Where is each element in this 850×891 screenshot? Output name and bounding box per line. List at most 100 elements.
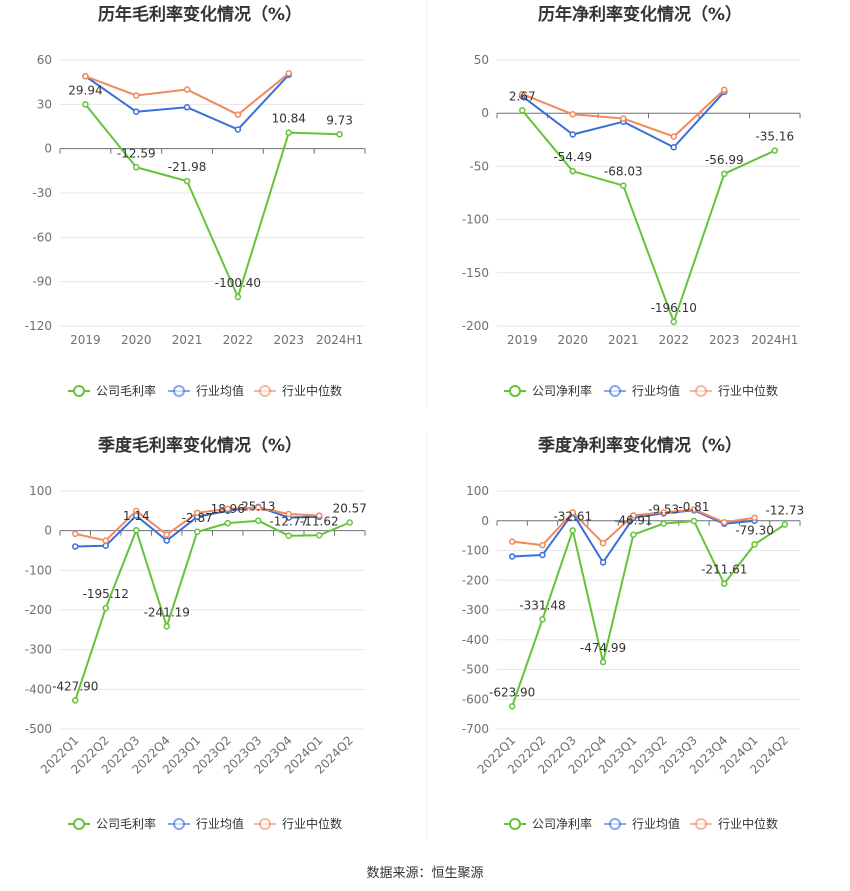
data-label: -12.59 [117,146,156,160]
data-label: -32.61 [553,509,592,523]
legend-marker-icon [609,818,621,830]
data-label: 18.96 [211,502,245,516]
series-line-company [521,109,776,323]
data-point-company [599,658,607,666]
y-tick-label: -100 [462,544,489,558]
legend-marker-icon [73,385,85,397]
data-label: 1.14 [123,509,150,523]
chart-title: 历年毛利率变化情况（%） [98,4,302,25]
legend-item-company: 公司毛利率 [68,816,156,831]
data-label: -100.40 [215,276,261,290]
data-point-industry_median [721,518,728,526]
data-label: -241.19 [144,605,190,619]
legend: 公司毛利率 行业均值 行业中位数 [68,383,342,398]
legend-item-industry_avg: 行业均值 [604,383,680,398]
legend-label: 行业均值 [632,383,680,398]
y-tick-label: -50 [469,159,489,173]
chart-panel-4: 季度净利率变化情况（%） 100 0 -100 -200 -300 -400 -500 -600… [462,435,804,831]
data-label: -11.62 [300,514,339,528]
legend-marker-icon [173,385,185,397]
x-tick-label: 2022 [223,333,254,347]
legend-item-company: 公司净利率 [504,383,592,398]
series-line-company [511,519,786,707]
data-point-industry_median [599,539,607,547]
data-point-industry_avg [670,143,677,151]
legend-label: 行业中位数 [282,816,342,831]
legend-label: 公司毛利率 [96,383,156,398]
data-point-industry_median [234,111,242,118]
data-point-company [569,527,576,534]
data-point-company [508,703,516,710]
data-point-company [255,517,262,524]
data-point-company [721,580,728,587]
y-tick-label: -200 [25,603,52,617]
data-point-industry_median [133,92,140,99]
y-tick-label: -120 [25,319,52,333]
legend-item-industry_median: 行业中位数 [254,816,342,831]
data-label: -0.81 [678,500,709,514]
data-point-industry_median [660,509,667,516]
data-label: -331.48 [519,598,565,612]
chart-panel-1: 历年毛利率变化情况（%） 60 30 0 -30 -60 -90 -120 2019 2020 20… [25,4,366,398]
data-point-industry_median [569,111,576,118]
legend-marker-icon [73,818,85,830]
legend-marker-icon [509,818,521,830]
data-point-industry_median [690,506,698,513]
x-tick-label: 2024H1 [316,333,363,347]
legend-marker-icon [259,385,271,397]
legend-item-industry_avg: 行业均值 [604,816,680,831]
y-tick-label: -60 [32,230,52,244]
chart-panel-3: 季度毛利率变化情况（%）1000-100-200-300-400-5002022… [25,435,367,831]
y-tick-label: -300 [462,603,489,617]
legend: 公司毛利率 行业均值 行业中位数 [68,816,342,831]
data-point-company [539,616,546,623]
y-tick-label: -100 [462,213,489,227]
data-point-industry_median [670,133,677,140]
x-tick-label: 2023 [273,333,304,347]
y-tick-label: 0 [481,514,489,528]
legend-item-company: 公司净利率 [504,816,592,831]
data-point-company [690,517,698,525]
y-tick-label: -200 [462,573,489,587]
data-point-company [82,101,89,108]
legend-item-industry_median: 行业中位数 [690,816,778,831]
legend-label: 行业中位数 [282,383,342,398]
data-label: -79.30 [735,523,774,537]
legend-item-industry_avg: 行业均值 [168,816,244,831]
data-point-company [163,623,170,630]
data-label: -46.91 [614,514,653,528]
data-point-company [102,604,109,612]
x-tick-label: 2019 [70,333,101,347]
y-tick-label: -500 [25,722,52,736]
data-point-industry_median [133,507,140,515]
data-point-company [133,164,140,171]
legend-label: 公司净利率 [532,383,592,398]
data-point-industry_median [255,504,262,511]
data-point-company [224,519,231,527]
data-point-company [285,129,292,136]
data-point-company [183,177,191,185]
y-tick-label: 100 [466,484,489,498]
chart-title: 历年净利率变化情况（%） [538,4,742,25]
data-point-company [336,131,343,138]
legend-marker-icon [695,818,707,830]
series-line-company [74,519,351,701]
legend-item-industry_median: 行业中位数 [690,383,778,398]
data-label: 10.84 [272,112,306,126]
legend-marker-icon [695,385,707,397]
data-point-company [670,318,677,326]
data-point-company [194,528,201,536]
legend-marker-icon [509,385,521,397]
data-point-industry_median [519,90,526,98]
data-label: -56.99 [705,153,744,167]
data-point-industry_avg [102,542,109,549]
data-point-industry_avg [183,104,191,111]
data-point-industry_median [72,530,79,538]
legend-marker-icon [173,818,185,830]
data-point-industry_median [630,512,637,519]
data-point-industry_median [285,70,292,77]
y-tick-label: 0 [44,142,52,156]
data-point-industry_avg [569,131,576,138]
data-point-industry_median [285,510,292,518]
